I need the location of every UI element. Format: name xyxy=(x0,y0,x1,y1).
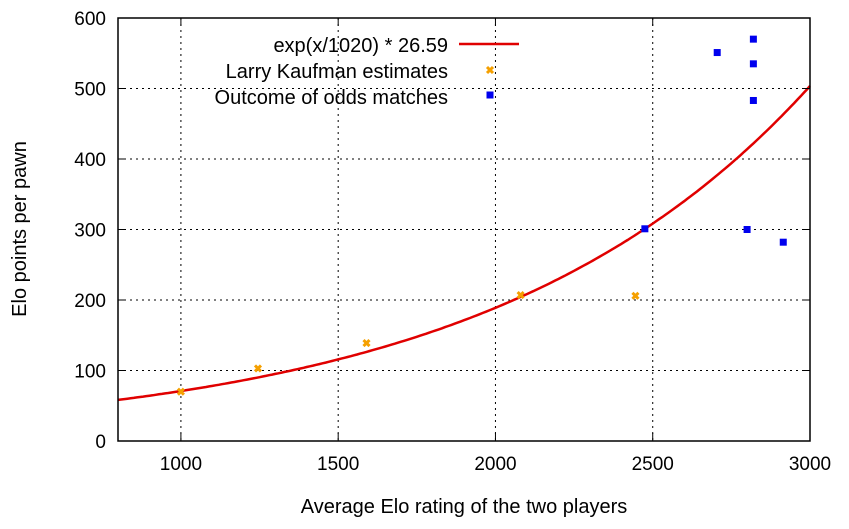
y-tick-label: 600 xyxy=(74,9,106,30)
odds-match-point xyxy=(749,96,757,104)
y-axis-label: Elo points per pawn xyxy=(9,141,31,317)
kaufman-point-stroke xyxy=(516,291,525,300)
kaufman-point xyxy=(362,338,371,348)
curve-layer xyxy=(117,85,811,402)
x-tick-label: 1000 xyxy=(160,454,202,475)
kaufman-point-stroke xyxy=(253,364,263,373)
axis-ticks xyxy=(118,17,811,442)
odds-match-point xyxy=(641,225,649,233)
x-tick-label: 1500 xyxy=(317,454,359,475)
kaufman-point-stroke xyxy=(362,338,371,348)
y-tick-label: 100 xyxy=(74,362,106,383)
x-axis-label: Average Elo rating of the two players xyxy=(301,496,627,518)
legend: exp(x/1020) * 26.59 Larry Kaufman estima… xyxy=(215,35,519,109)
fit-curve-line xyxy=(117,85,811,402)
kaufman-point-stroke xyxy=(176,387,185,396)
kaufman-point xyxy=(176,387,185,396)
y-tick-label: 500 xyxy=(74,80,106,101)
odds-match-point xyxy=(713,49,721,57)
points-layer xyxy=(176,35,787,396)
y-tick-label: 300 xyxy=(74,221,106,242)
kaufman-point xyxy=(253,364,263,373)
odds-match-point xyxy=(743,226,751,233)
legend-label-kaufman: Larry Kaufman estimates xyxy=(226,61,448,83)
legend-label-fit-curve: exp(x/1020) * 26.59 xyxy=(273,35,448,57)
kaufman-point xyxy=(516,291,525,300)
legend-swatch-odds-matches xyxy=(486,91,494,99)
odds-match-point xyxy=(749,60,757,68)
odds-match-point xyxy=(749,35,757,43)
x-tick-label: 2000 xyxy=(474,454,516,475)
odds-match-point xyxy=(779,238,787,246)
y-tick-label: 200 xyxy=(74,291,106,312)
kaufman-point-stroke xyxy=(631,291,640,300)
x-tick-label: 2500 xyxy=(632,454,674,475)
legend-swatch-kaufman xyxy=(485,65,495,75)
legend-label-odds-matches: Outcome of odds matches xyxy=(215,87,448,109)
y-tick-label: 0 xyxy=(95,432,106,453)
y-tick-label: 400 xyxy=(74,150,106,171)
x-tick-label: 3000 xyxy=(789,454,831,475)
tick-labels: 0 100 200 300 400 500 600 1000 1500 2000 2500 3000 xyxy=(74,9,831,475)
kaufman-point xyxy=(631,291,640,300)
grid-lines xyxy=(118,18,810,441)
